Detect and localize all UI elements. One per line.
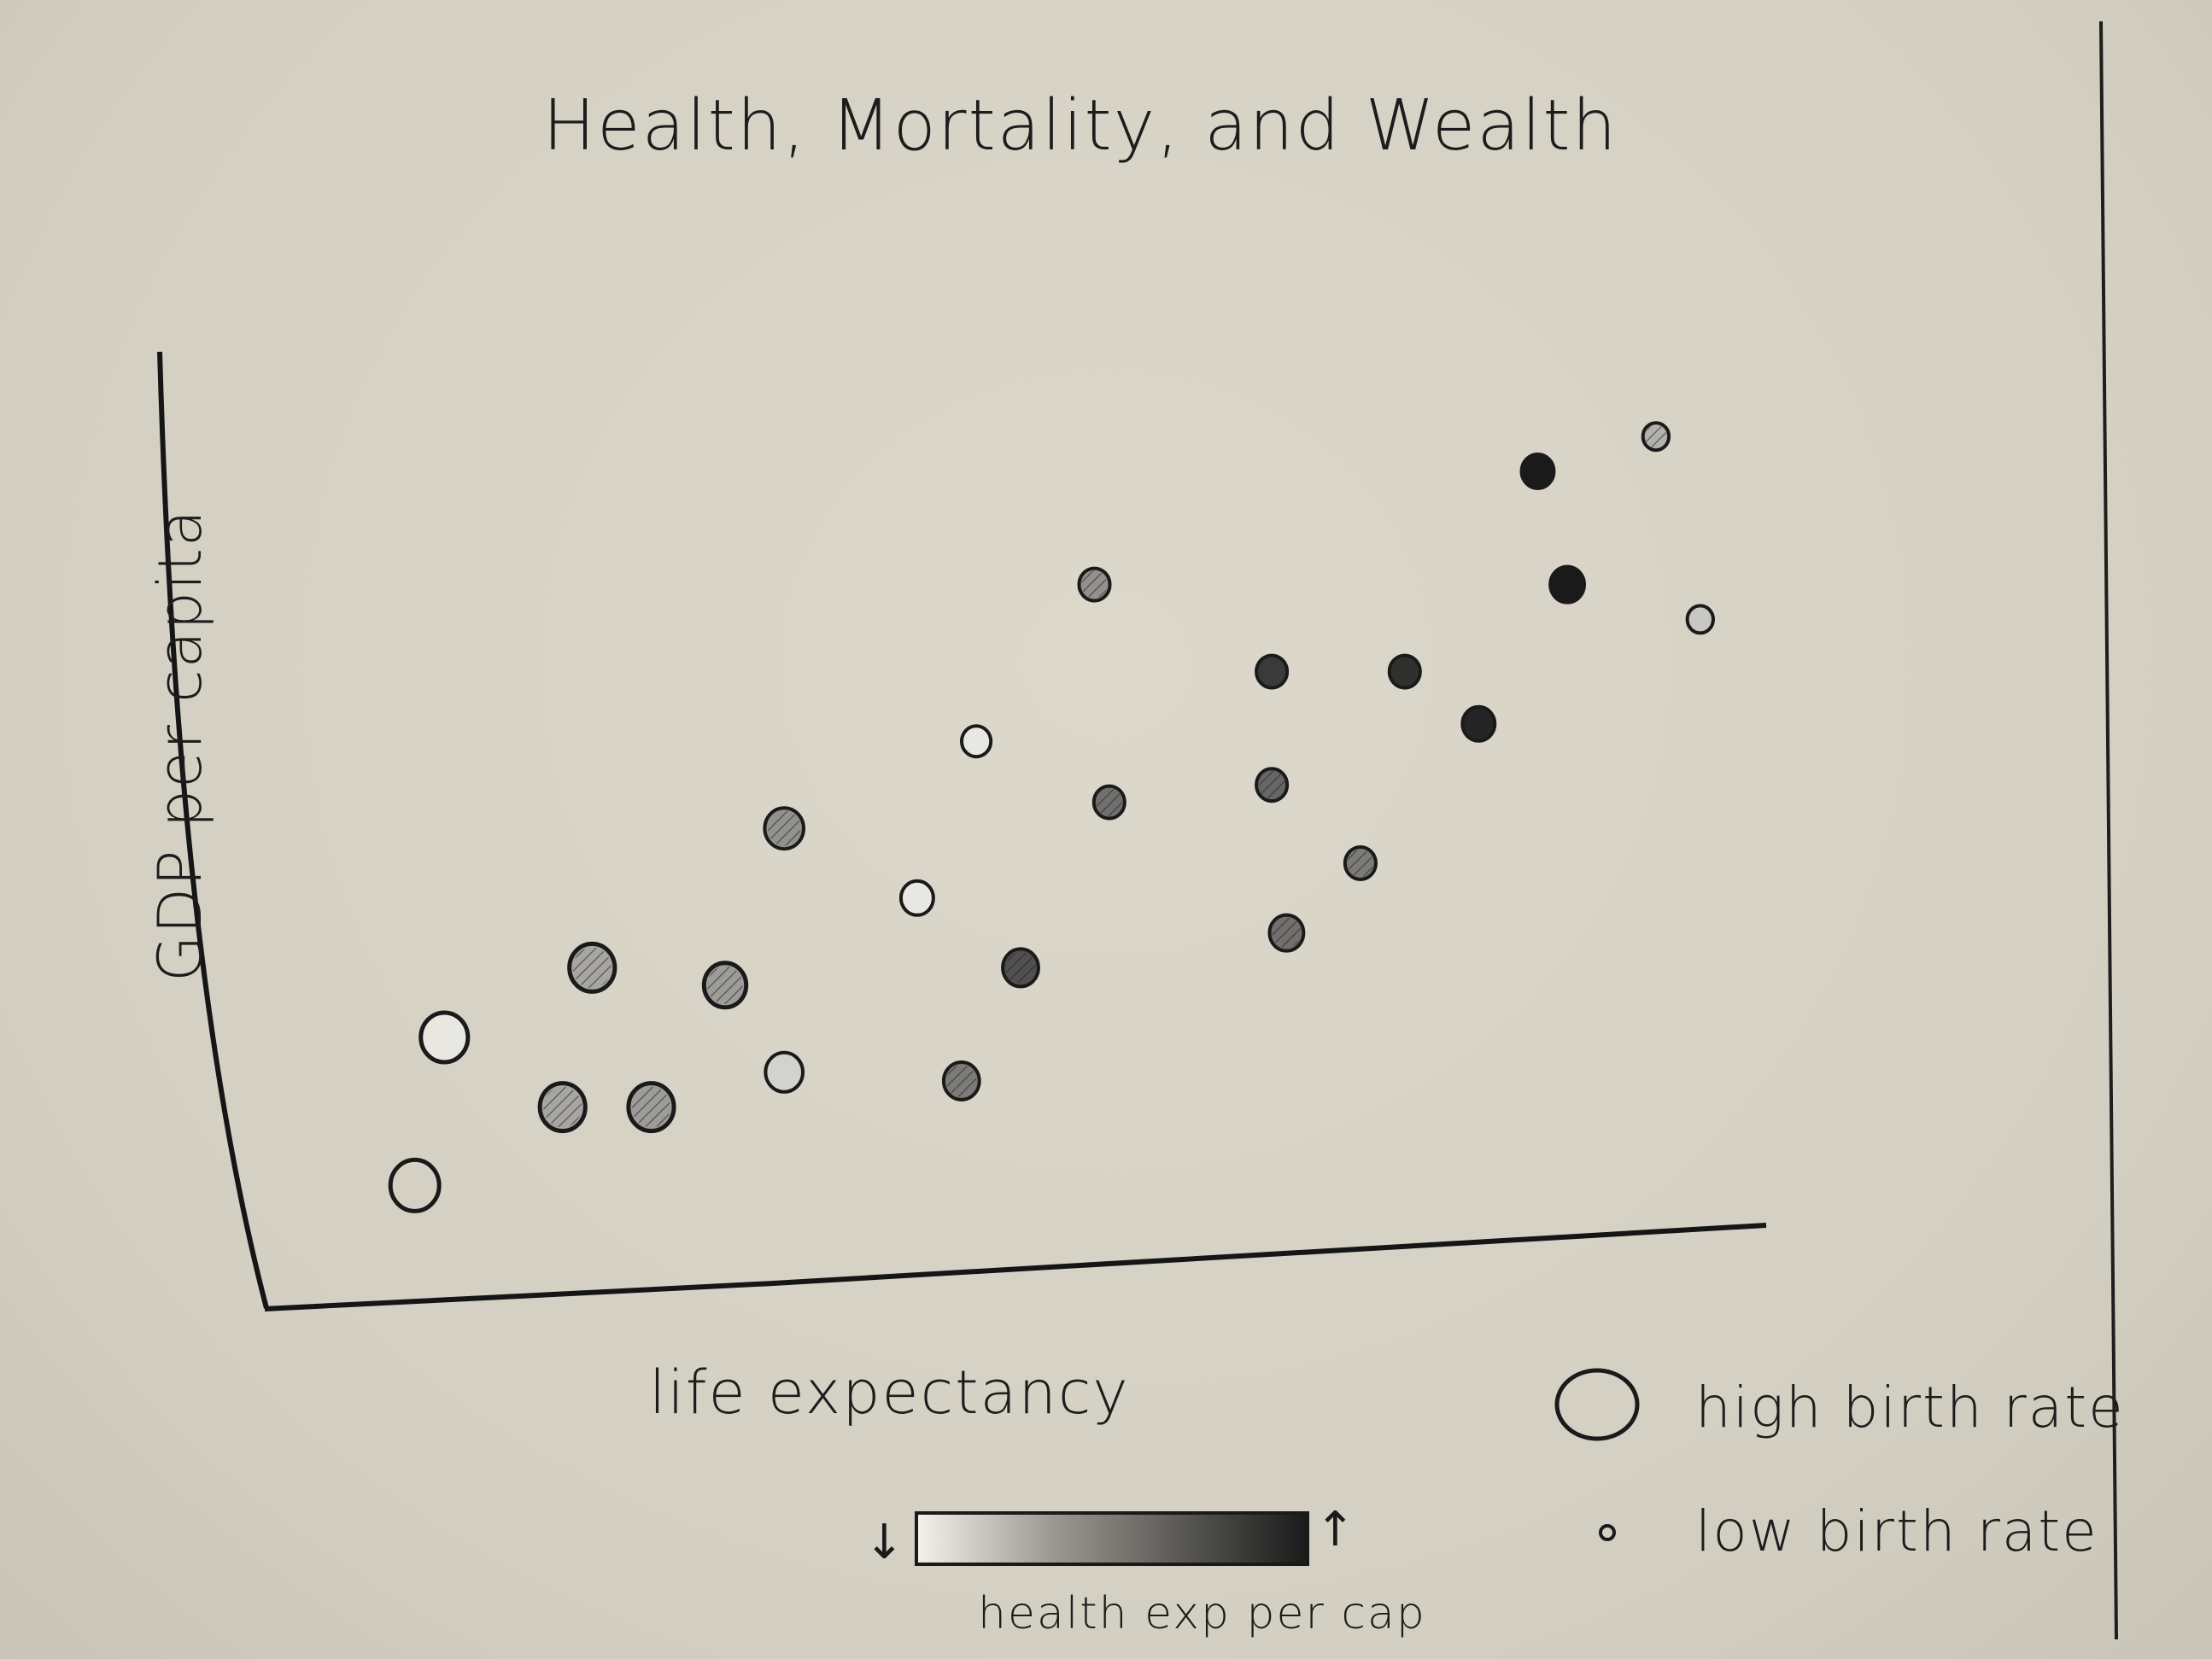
scatter-point xyxy=(418,1010,471,1065)
y-axis-label: GDP per capita xyxy=(145,508,215,982)
scatter-point xyxy=(898,879,935,917)
color-scale-low-arrow: ↓ xyxy=(864,1515,904,1570)
scatter-point xyxy=(1641,421,1671,453)
scatter-point xyxy=(1255,767,1290,803)
scatter-point xyxy=(1001,947,1040,989)
scatter-point xyxy=(1685,604,1716,635)
scatter-point xyxy=(764,1050,805,1094)
color-scale-label: health exp per cap xyxy=(978,1588,1426,1639)
scatter-point xyxy=(701,961,749,1010)
scatter-point xyxy=(1255,653,1290,690)
scatter-point xyxy=(1343,845,1378,881)
color-scale-bar xyxy=(915,1511,1309,1566)
scatter-point xyxy=(1267,913,1306,953)
data-points xyxy=(388,421,1716,1213)
legend-low-marker xyxy=(1599,1524,1616,1541)
x-axis-label: life expectancy xyxy=(649,1358,1130,1428)
scatter-point xyxy=(1519,453,1556,490)
scatter-point xyxy=(1460,704,1497,743)
x-axis xyxy=(264,1223,1767,1311)
scatter-point xyxy=(388,1157,442,1213)
legend-high-birth-rate-label: high birth rate xyxy=(1695,1375,2125,1440)
chart-title: Health, Mortality, and Wealth xyxy=(542,85,1618,166)
color-scale-high-arrow: ↑ xyxy=(1315,1502,1355,1557)
y-axis xyxy=(157,351,269,1309)
scatter-point xyxy=(960,724,993,759)
scatter-point xyxy=(763,806,806,851)
scatter-point xyxy=(941,1060,981,1101)
scatter-point xyxy=(567,941,617,994)
legend-high-marker xyxy=(1554,1368,1640,1441)
scatter-point xyxy=(1091,784,1126,821)
scatter-point xyxy=(1077,566,1112,603)
scatter-point xyxy=(1548,564,1587,605)
page-border-line xyxy=(2099,20,2118,1640)
scatter-point xyxy=(626,1081,676,1134)
scatter-point xyxy=(1387,653,1422,690)
legend-low-birth-rate-label: low birth rate xyxy=(1695,1498,2098,1564)
scatter-point xyxy=(537,1081,588,1134)
